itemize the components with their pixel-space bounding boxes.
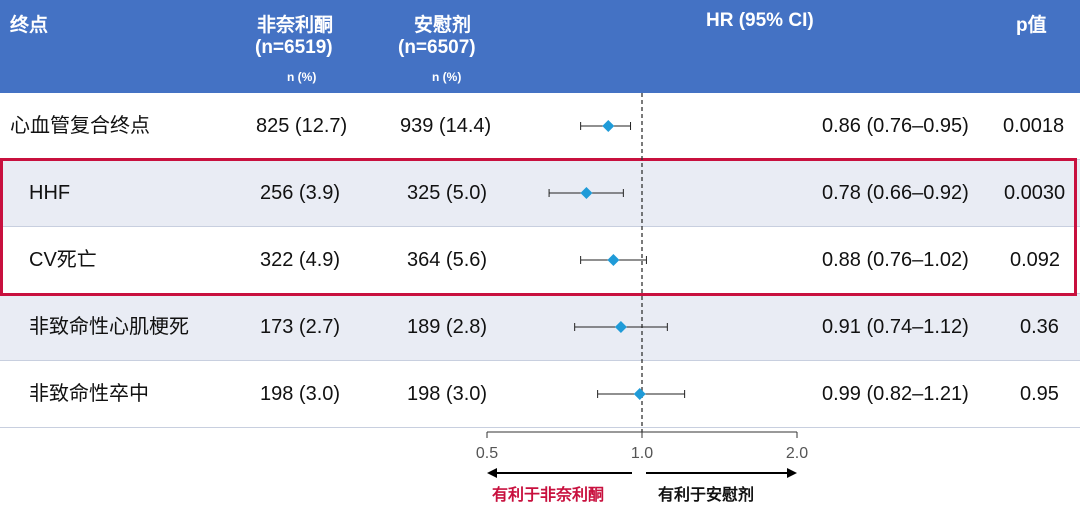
header-drug-n: (n=6519)	[255, 37, 333, 58]
header-drug-name: 非奈利酮	[257, 15, 334, 36]
favors-drug-label: 有利于非奈利酮	[492, 487, 605, 504]
row-divider	[0, 226, 1080, 227]
header-placebo-name: 安慰剂	[414, 15, 472, 36]
row-placebo: 198 (3.0)	[407, 383, 488, 405]
table-header: 终点 非奈利酮 (n=6519) n (%) 安慰剂 (n=6507) n (%…	[0, 0, 1080, 93]
table-row: 心血管复合终点 825 (12.7) 939 (14.4) 0.86 (0.76…	[0, 93, 1080, 159]
row-label: 非致命性卒中	[29, 383, 149, 405]
favors-drug-arrowhead	[487, 468, 497, 478]
row-placebo: 325 (5.0)	[407, 182, 488, 204]
hr-point-marker	[580, 187, 593, 199]
row-drug: 198 (3.0)	[260, 383, 341, 405]
header-hr: HR (95% CI)	[706, 10, 814, 31]
row-drug: 256 (3.9)	[260, 182, 341, 204]
row-p: 0.95	[1020, 383, 1059, 405]
x-axis-tick-label: 1.0	[631, 445, 653, 462]
header-placebo-unit: n (%)	[432, 70, 462, 84]
hr-point-marker	[614, 321, 627, 333]
favors-placebo-arrowhead	[787, 468, 797, 478]
table-row: 非致命性卒中 198 (3.0) 198 (3.0) 0.99 (0.82–1.…	[0, 361, 1080, 427]
header-p: p值	[1016, 15, 1047, 36]
hr-point-marker	[633, 388, 646, 400]
row-p: 0.0018	[1003, 115, 1065, 137]
row-label: 心血管复合终点	[10, 115, 150, 137]
row-drug: 173 (2.7)	[260, 316, 341, 338]
row-hr-text: 0.86 (0.76–0.95)	[822, 115, 969, 137]
row-p: 0.36	[1020, 316, 1059, 338]
table-row: 非致命性心肌梗死 173 (2.7) 189 (2.8) 0.91 (0.74–…	[0, 294, 1080, 360]
row-p: 0.0030	[1004, 182, 1066, 204]
row-hr-text: 0.91 (0.74–1.12)	[822, 316, 969, 338]
row-placebo: 939 (14.4)	[400, 115, 492, 137]
row-drug: 322 (4.9)	[260, 249, 341, 271]
favors-placebo-label: 有利于安慰剂	[658, 487, 755, 504]
header-endpoint: 终点	[10, 15, 49, 36]
row-divider	[0, 360, 1080, 361]
row-divider	[0, 427, 1080, 428]
row-hr-text: 0.78 (0.66–0.92)	[822, 182, 969, 204]
hr-point-marker	[607, 254, 620, 266]
header-placebo-n: (n=6507)	[398, 37, 476, 58]
table-row: HHF 256 (3.9) 325 (5.0) 0.78 (0.66–0.92)…	[0, 160, 1080, 226]
row-label: HHF	[29, 182, 71, 204]
row-hr-text: 0.88 (0.76–1.02)	[822, 249, 969, 271]
row-label: 非致命性心肌梗死	[29, 316, 189, 338]
row-label: CV死亡	[29, 249, 97, 271]
x-axis-tick-label: 0.5	[476, 445, 498, 462]
header-drug-unit: n (%)	[287, 70, 317, 84]
row-p: 0.092	[1010, 249, 1061, 271]
row-drug: 825 (12.7)	[256, 115, 348, 137]
row-hr-text: 0.99 (0.82–1.21)	[822, 383, 969, 405]
hr-point-marker	[602, 120, 615, 132]
x-axis-tick-label: 2.0	[786, 445, 808, 462]
table-row: CV死亡 322 (4.9) 364 (5.6) 0.88 (0.76–1.02…	[0, 227, 1080, 293]
row-placebo: 364 (5.6)	[407, 249, 488, 271]
row-placebo: 189 (2.8)	[407, 316, 488, 338]
